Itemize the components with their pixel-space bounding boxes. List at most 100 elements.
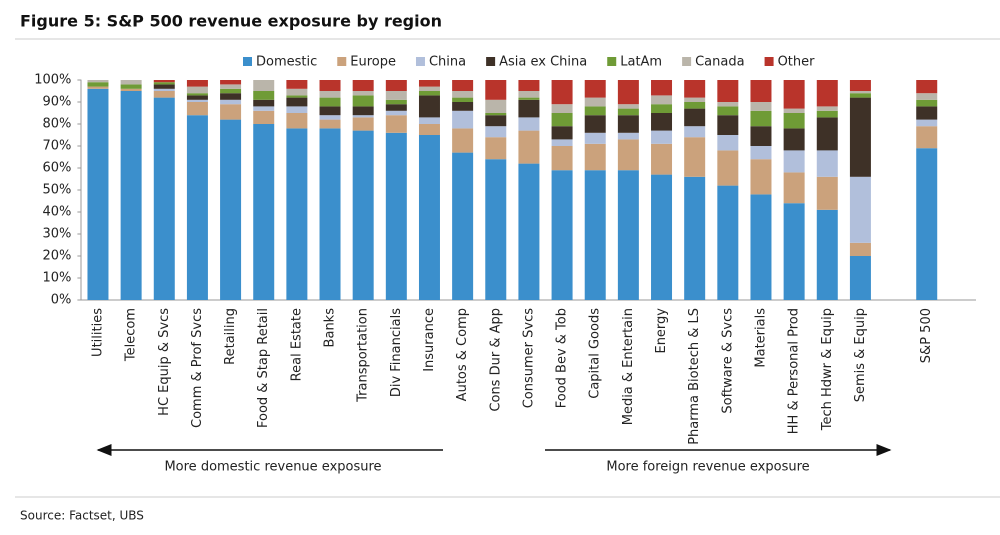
bar-segment [684,137,706,177]
bar-segment [551,104,573,113]
bar-segment [220,80,242,85]
bar-segment [253,124,275,300]
bar-segment [186,93,208,96]
bar-segment [584,80,606,98]
bar-segment [551,126,573,140]
bar-segment [352,117,374,131]
bar-segment [352,115,374,118]
bar-segment [684,97,706,102]
bar-segment [816,80,838,107]
bar-segment [253,80,275,91]
x-tick-label: Food Bev & Tob [555,308,570,408]
x-tick-label: Materials [753,308,768,368]
bar-segment [617,139,639,171]
x-tick-label: Retailing [223,308,238,365]
legend-swatch [337,57,347,66]
y-tick-label: 50% [42,183,71,198]
bar-segment [319,91,341,98]
legend-swatch [607,57,617,66]
bar-segment [485,80,507,100]
y-tick-label: 60% [42,161,71,176]
bar-segment [750,159,772,195]
bar-segment [717,135,739,151]
x-tick-label: Comm & Prof Svcs [190,308,205,428]
legend-label: Asia ex China [499,55,587,70]
bar-segment [352,106,374,116]
bar-segment [220,84,242,89]
bar-segment [153,84,175,89]
bar-segment [385,132,407,300]
bar-segment [385,91,407,100]
bar-segment [849,242,871,256]
bar-segment [418,80,440,87]
y-tick-label: 40% [42,205,71,220]
bar-segment [617,108,639,116]
legend-swatch [415,57,425,66]
bar-segment [186,80,208,87]
bar-segment [750,194,772,300]
bar-segment [684,80,706,98]
bar-segment [849,176,871,243]
bar-segment [717,80,739,102]
bar-segment [916,106,938,120]
bar-segment [418,86,440,91]
bar-segment [485,159,507,300]
bar-segment [617,132,639,140]
bar-segment [186,86,208,94]
x-tick-label: HH & Personal Prod [787,308,802,434]
bar-segment [518,80,540,91]
bar-segment [319,106,341,116]
bar-segment [783,128,805,151]
y-tick-label: 30% [42,227,71,242]
y-tick-label: 100% [34,73,71,88]
bar-segment [385,80,407,91]
bar-segment [120,80,142,85]
bar-segment [452,91,474,98]
bar-segment [186,99,208,102]
bar-segment [916,119,938,127]
bar-segment [352,95,374,107]
bar-segment [750,146,772,160]
x-tick-label: HC Equip & Svcs [157,308,172,416]
bar-segment [286,97,308,107]
legend-label: Europe [350,55,396,70]
bar-segment [551,146,573,171]
x-tick-label: Banks [323,308,338,348]
x-tick-label: Div Financials [389,308,404,397]
bar-segment [783,172,805,204]
bar-segment [916,99,938,107]
bar-segment [452,152,474,300]
bar-segment [319,115,341,120]
chart-title: Figure 5: S&P 500 revenue exposure by re… [20,12,442,31]
bar-segment [584,115,606,133]
bar-segment [485,99,507,113]
bar-segment [617,80,639,105]
x-tick-label: Transportation [356,308,371,403]
bar-segment [916,126,938,149]
bar-segment [485,137,507,160]
bar-segment [253,106,275,111]
y-tick-label: 20% [42,249,71,264]
bar-segment [518,163,540,300]
bar-segment [551,113,573,127]
bar-segment [352,91,374,96]
bar-segment [452,110,474,129]
bar-segment [518,130,540,164]
bar-segment [518,91,540,98]
bar-segment [849,93,871,98]
bar-segment [452,128,474,153]
legend-swatch [486,57,496,66]
x-tick-label: Utilities [90,308,105,357]
bar-segment [385,110,407,116]
bar-segment [120,84,142,89]
bar-segment [220,104,242,120]
bar-segment [186,95,208,100]
bar-segment [750,80,772,102]
x-tick-label: Media & Entertain [621,308,636,425]
bar-segment [385,115,407,133]
bar-segment [485,115,507,127]
bar-segment [286,95,308,98]
bar-segment [551,80,573,105]
bar-segment [717,150,739,186]
bar-segment [418,91,440,96]
